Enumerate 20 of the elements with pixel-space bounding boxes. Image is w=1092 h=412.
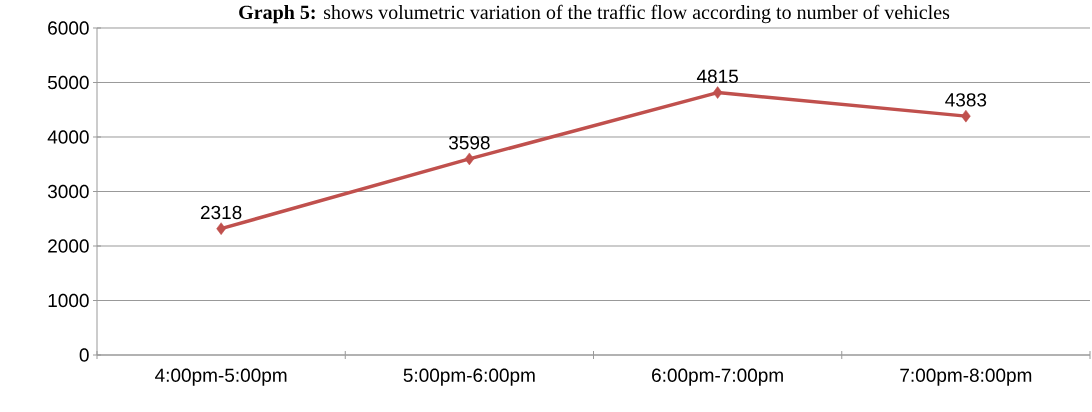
x-tick-label: 7:00pm-8:00pm	[900, 368, 1032, 386]
y-tick-label: 2000	[48, 239, 89, 253]
x-tick-label: 5:00pm-6:00pm	[403, 368, 535, 386]
x-tick-label: 4:00pm-5:00pm	[155, 368, 287, 386]
y-tick-label: 6000	[48, 21, 89, 35]
x-tick-label: 6:00pm-7:00pm	[652, 368, 783, 386]
y-tick-label: 5000	[47, 75, 89, 90]
point	[216, 222, 226, 235]
chart-title: Graph 5: shows volumetric variation of the traffic flow according to number of vehicles	[239, 4, 950, 24]
data-label: 3598	[448, 135, 490, 150]
y-tick-label: 3000	[47, 184, 89, 199]
data-label: 4383	[945, 93, 987, 107]
data-label: 2318	[200, 205, 242, 220]
data-label: 4815	[696, 69, 738, 84]
point	[961, 109, 971, 123]
point	[464, 152, 475, 166]
y-tick-label: 0	[79, 348, 89, 362]
point	[712, 86, 723, 99]
y-tick-label: 4000	[47, 130, 89, 144]
y-tick-label: 1000	[48, 293, 89, 308]
